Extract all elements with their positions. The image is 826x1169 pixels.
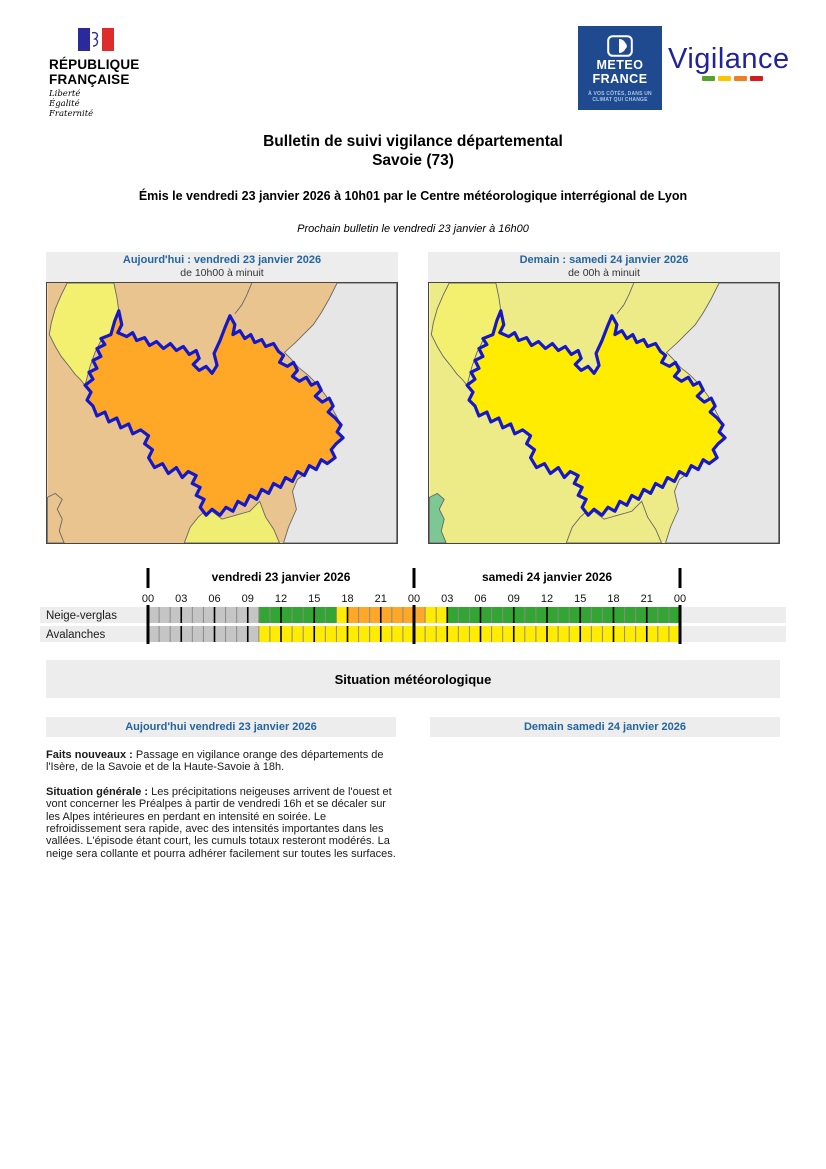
column-header-tomorrow: Demain samedi 24 janvier 2026 <box>430 717 780 737</box>
meteo-france-name: METEO FRANCE <box>592 58 648 86</box>
map-tomorrow-period: de 00h à minuit <box>568 267 640 279</box>
department-savoie-shape <box>83 309 345 517</box>
timeline-segment <box>347 607 426 623</box>
timeline-day-label: vendredi 23 janvier 2026 <box>212 570 351 584</box>
timeline-hour-label: 03 <box>441 593 453 605</box>
emission-line: Émis le vendredi 23 janvier 2026 à 10h01… <box>138 189 688 203</box>
timeline-hour-label: 12 <box>275 593 287 605</box>
timeline-hour-label: 09 <box>242 593 254 605</box>
column-header-today: Aujourd'hui vendredi 23 janvier 2026 <box>46 717 396 737</box>
timeline-hour-label: 09 <box>508 593 520 605</box>
timeline-hour-label: 00 <box>674 593 686 605</box>
timeline-hour-label: 18 <box>341 593 353 605</box>
map-today-period: de 10h00 à minuit <box>180 267 264 279</box>
timeline-hour-label: 21 <box>375 593 387 605</box>
timeline-hour-label: 18 <box>607 593 619 605</box>
timeline-chart: vendredi 23 janvier 2026 samedi 24 janvie… <box>40 568 786 644</box>
meteo-france-tagline: À VOS CÔTÉS, DANS UN CLIMAT QUI CHANGE <box>588 91 652 103</box>
timeline-day-tick <box>146 605 150 644</box>
timeline-hour-label: 15 <box>308 593 320 605</box>
rf-logo-title: RÉPUBLIQUE FRANÇAISE <box>49 57 140 87</box>
map-tomorrow-image <box>428 282 780 544</box>
timeline-hour-label: 15 <box>574 593 586 605</box>
vigilance-wordmark: Vigilance <box>668 43 790 75</box>
page-title: Bulletin de suivi vigilance départementa… <box>263 133 563 169</box>
department-savoie-shape <box>465 309 727 517</box>
timeline-hour-label: 21 <box>641 593 653 605</box>
timeline-day-post <box>678 568 682 588</box>
timeline-day-tick <box>678 605 682 644</box>
french-flag-icon <box>78 28 114 51</box>
map-today-header: Aujourd'hui : vendredi 23 janvier 2026 d… <box>46 252 398 282</box>
timeline-segment <box>447 607 680 623</box>
timeline-day-label: samedi 24 janvier 2026 <box>482 570 612 584</box>
timeline-hour-label: 12 <box>541 593 553 605</box>
map-region-patch <box>47 492 65 543</box>
next-bulletin-line: Prochain bulletin le vendredi 23 janvier… <box>297 223 529 235</box>
meteo-france-logo: METEO FRANCE À VOS CÔTÉS, DANS UN CLIMAT… <box>578 26 662 110</box>
timeline-row-label: Avalanches <box>46 629 105 641</box>
map-tomorrow: Demain : samedi 24 janvier 2026 de 00h à… <box>428 252 780 544</box>
meteo-france-symbol-icon <box>607 35 633 57</box>
map-neighbor-border <box>616 283 635 315</box>
map-today-title: Aujourd'hui : vendredi 23 janvier 2026 <box>122 254 322 266</box>
rf-logo-motto: Liberté Égalité Fraternité <box>49 89 94 119</box>
timeline-segment <box>258 607 337 623</box>
timeline-hour-label: 00 <box>142 593 154 605</box>
vigilance-logo: Vigilance <box>668 43 790 81</box>
timeline-hour-label: 00 <box>408 593 420 605</box>
situation-section-header: Situation météorologique <box>46 660 780 698</box>
timeline-day-tick <box>412 605 416 644</box>
map-today: Aujourd'hui : vendredi 23 janvier 2026 d… <box>46 252 398 544</box>
timeline-segment <box>336 607 348 623</box>
timeline-row-label: Neige-verglas <box>46 610 117 622</box>
map-tomorrow-title: Demain : samedi 24 janvier 2026 <box>519 254 689 266</box>
paragraph-situation-generale: Situation générale : Les précipitations … <box>46 785 396 860</box>
timeline-day-post <box>146 568 150 588</box>
timeline-hour-label: 06 <box>208 593 220 605</box>
paragraph-faits-nouveaux: Faits nouveaux : Passage en vigilance or… <box>46 749 384 774</box>
timeline-hour-label: 03 <box>175 593 187 605</box>
vigilance-timeline: vendredi 23 janvier 2026 samedi 24 janvie… <box>40 566 786 653</box>
timeline-day-post <box>412 568 416 588</box>
map-tomorrow-header: Demain : samedi 24 janvier 2026 de 00h à… <box>428 252 780 282</box>
vigilance-color-dashes-icon <box>702 76 786 81</box>
map-region-patch <box>429 492 447 543</box>
map-neighbor-border <box>234 283 253 315</box>
situation-text-today: Faits nouveaux : Passage en vigilance or… <box>46 749 396 872</box>
map-today-image <box>46 282 398 544</box>
timeline-hour-label: 06 <box>474 593 486 605</box>
